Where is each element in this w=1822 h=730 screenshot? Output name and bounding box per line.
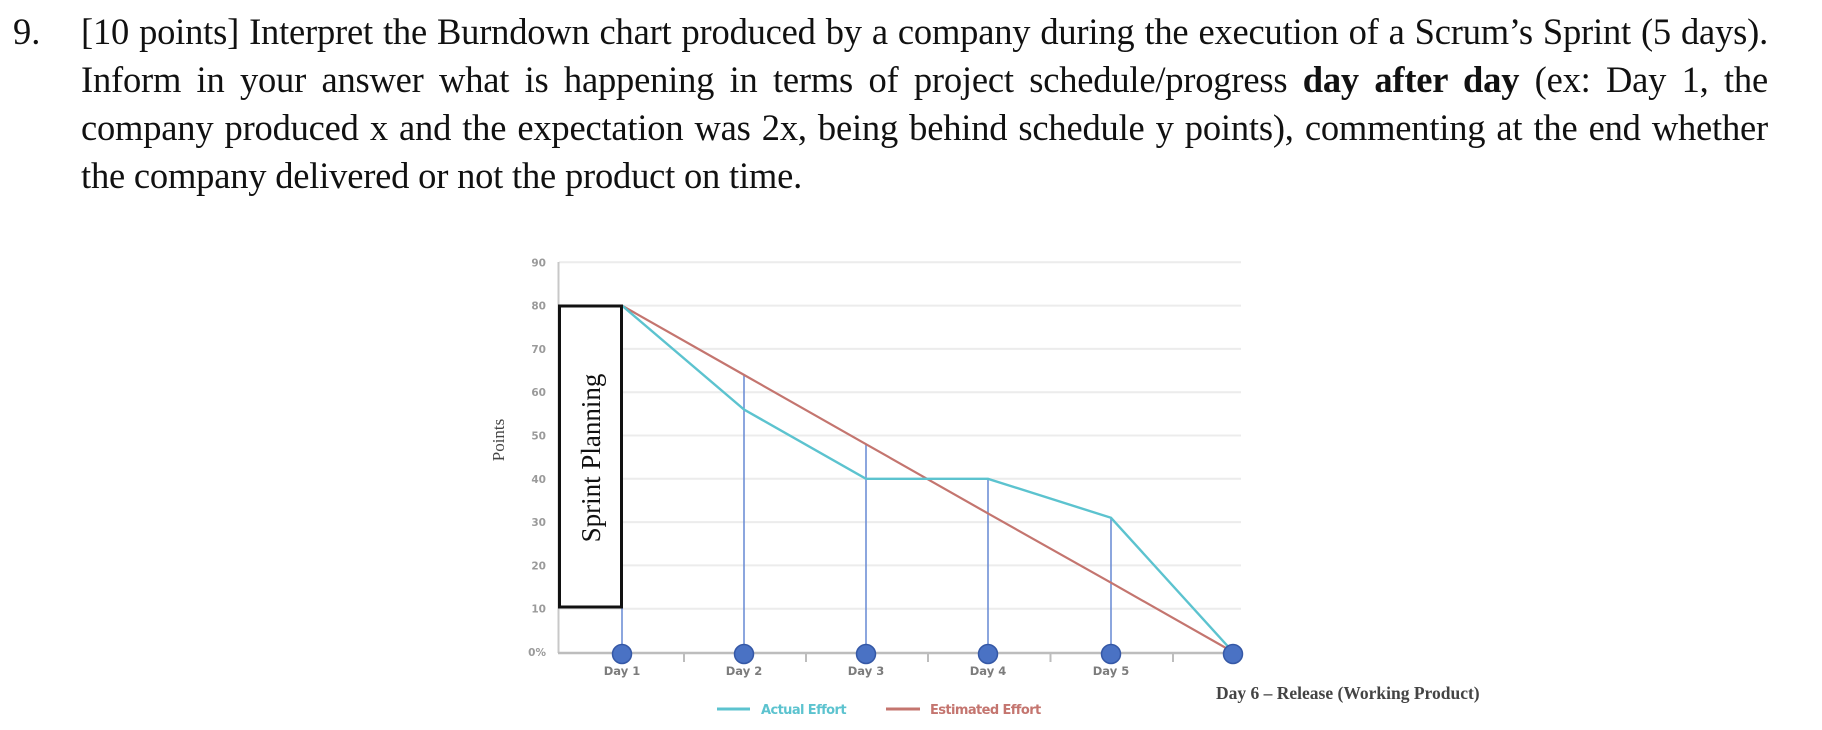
y-tick-label: 20: [531, 560, 546, 572]
question-text: [10 points] Interpret the Burndown chart…: [81, 8, 1768, 200]
question-number: 9.: [13, 11, 41, 52]
actual-effort-line: [621, 304, 1234, 653]
y-axis-ticks: 0% 10 20 30 40 50 60 70 80 90: [528, 257, 546, 659]
y-axis-title: Points: [489, 419, 508, 462]
y-tick-label: 30: [531, 517, 546, 529]
x-tick-label: Day 4: [970, 664, 1006, 678]
x-axis-day-labels: Day 1 Day 2 Day 3 Day 4 Day 5: [604, 664, 1129, 678]
y-tick-label: 40: [531, 474, 546, 486]
sprint-planning-box: [558, 304, 623, 609]
y-tick-label: 50: [531, 431, 546, 443]
day-marker: [1100, 643, 1122, 665]
x-tick-label: Day 5: [1093, 664, 1129, 678]
day-marker: [855, 643, 877, 665]
legend-actual-label: Actual Effort: [761, 703, 846, 718]
day-marker: [611, 643, 633, 665]
y-tick-label: 90: [531, 257, 546, 269]
day-marker: [977, 643, 999, 665]
question-text-emphasis: day after day: [1302, 59, 1520, 100]
question-text-part-3: (ex: Day 1, the company produced x and t…: [81, 59, 1768, 196]
day-marker: [1222, 643, 1244, 665]
x-tick-label: Day 3: [848, 664, 884, 678]
release-label: Day 6 – Release (Working Product): [1216, 683, 1480, 703]
x-axis-ticks: [683, 653, 1174, 662]
legend: Actual Effort Estimated Effort: [717, 703, 1042, 718]
chart-gridlines: [559, 261, 1241, 610]
x-tick-label: Day 1: [604, 664, 640, 678]
legend-estimated-label: Estimated Effort: [930, 703, 1041, 718]
sprint-planning-label: Sprint Planning: [576, 374, 606, 543]
y-tick-label: 70: [531, 344, 546, 356]
y-tick-label: 10: [531, 604, 546, 616]
y-tick-label: 60: [531, 387, 546, 399]
question-text-part-1: [10 points] Interpret the Burndown chart…: [81, 11, 1768, 100]
day-marker: [733, 643, 755, 665]
y-tick-label: 0%: [528, 647, 546, 659]
y-tick-label: 80: [531, 301, 546, 313]
day-markers: [611, 643, 1244, 665]
x-tick-label: Day 2: [726, 664, 762, 678]
